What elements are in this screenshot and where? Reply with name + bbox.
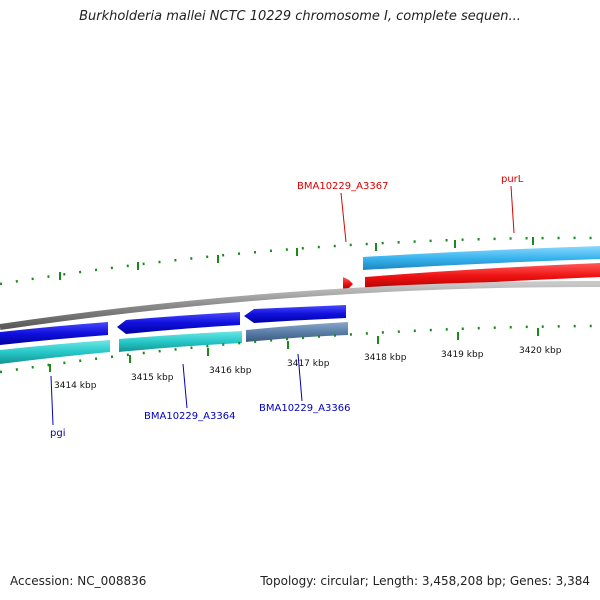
accession-text: Accession: NC_008836 [10, 574, 147, 588]
gene-arrow-steel[interactable] [246, 322, 348, 342]
gene-arrow-BMA10229_A3367[interactable] [343, 277, 353, 290]
gene-label-BMA10229_A3364[interactable]: BMA10229_A3364 [144, 411, 235, 422]
gene-arrow-pgi[interactable] [0, 322, 108, 345]
scale-label: 3419 kbp [441, 350, 484, 360]
label-leaders-reverse [50, 353, 303, 426]
gene-arrow-cyan-1[interactable] [0, 340, 110, 364]
gene-label-BMA10229_A3366[interactable]: BMA10229_A3366 [259, 403, 350, 414]
gene-arrow-light-blue[interactable] [363, 246, 600, 270]
label-leaders-forward [340, 185, 515, 243]
outer-major-ticks [59, 237, 534, 280]
gene-arrow-cyan-2[interactable] [119, 331, 242, 352]
scale-label: 3420 kbp [519, 346, 562, 356]
scale-label: 3417 kbp [287, 359, 330, 369]
scale-label: 3415 kbp [131, 373, 174, 383]
gene-arrow-BMA10229_A3364[interactable] [117, 312, 240, 334]
topology-summary: Topology: circular; Length: 3,458,208 bp… [260, 574, 590, 588]
scale-label: 3414 kbp [54, 381, 97, 391]
gene-label-purL[interactable]: purL [501, 174, 524, 185]
gene-arrow-BMA10229_A3366[interactable] [244, 305, 346, 323]
map-title: Burkholderia mallei NCTC 10229 chromosom… [79, 9, 521, 24]
gene-label-pgi[interactable]: pgi [50, 428, 65, 439]
scale-labels: 3414 kbp 3415 kbp 3416 kbp 3417 kbp 3418… [54, 346, 562, 391]
chromosome-backbone [0, 280, 600, 330]
scale-label: 3416 kbp [209, 366, 252, 376]
scale-label: 3418 kbp [364, 353, 407, 363]
gene-arrow-purL[interactable] [365, 263, 600, 290]
gene-label-BMA10229_A3367[interactable]: BMA10229_A3367 [297, 181, 388, 192]
inner-major-ticks [49, 328, 539, 372]
